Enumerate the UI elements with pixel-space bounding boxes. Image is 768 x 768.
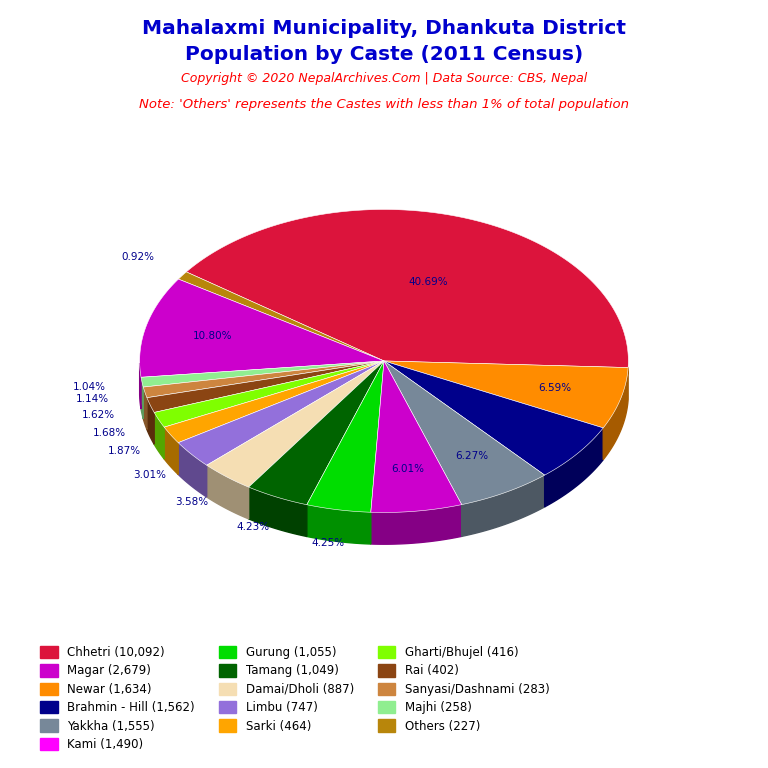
Polygon shape xyxy=(307,505,371,544)
Polygon shape xyxy=(147,398,154,444)
Polygon shape xyxy=(207,361,384,487)
Text: 1.14%: 1.14% xyxy=(76,394,109,404)
Text: 6.30%: 6.30% xyxy=(507,422,540,432)
Polygon shape xyxy=(307,361,384,512)
Polygon shape xyxy=(462,475,545,536)
Legend: Chhetri (10,092), Magar (2,679), Newar (1,634), Brahmin - Hill (1,562), Yakkha (: Chhetri (10,092), Magar (2,679), Newar (… xyxy=(37,643,553,754)
Polygon shape xyxy=(147,361,384,412)
Text: 1.62%: 1.62% xyxy=(82,410,115,420)
Polygon shape xyxy=(178,272,384,361)
Polygon shape xyxy=(384,361,545,505)
Polygon shape xyxy=(140,363,141,409)
Text: 4.23%: 4.23% xyxy=(237,522,270,532)
Polygon shape xyxy=(141,377,144,419)
Text: 40.69%: 40.69% xyxy=(409,277,448,287)
Text: Copyright © 2020 NepalArchives.Com | Data Source: CBS, Nepal: Copyright © 2020 NepalArchives.Com | Dat… xyxy=(181,72,587,85)
Polygon shape xyxy=(207,465,249,519)
Text: 0.92%: 0.92% xyxy=(121,252,154,262)
Text: 6.27%: 6.27% xyxy=(455,451,488,461)
Text: 6.01%: 6.01% xyxy=(391,464,424,474)
Polygon shape xyxy=(371,505,462,545)
Polygon shape xyxy=(178,442,207,497)
Polygon shape xyxy=(384,361,628,428)
Polygon shape xyxy=(154,361,384,427)
Text: Mahalaxmi Municipality, Dhankuta District: Mahalaxmi Municipality, Dhankuta Distric… xyxy=(142,19,626,38)
Polygon shape xyxy=(371,361,462,512)
Text: 6.59%: 6.59% xyxy=(538,383,571,393)
Polygon shape xyxy=(164,427,178,475)
Polygon shape xyxy=(178,361,384,465)
Text: Note: 'Others' represents the Castes with less than 1% of total population: Note: 'Others' represents the Castes wit… xyxy=(139,98,629,111)
Polygon shape xyxy=(249,487,307,537)
Polygon shape xyxy=(249,361,384,505)
Polygon shape xyxy=(140,279,384,377)
Polygon shape xyxy=(141,361,384,387)
Text: 3.58%: 3.58% xyxy=(176,498,209,508)
Polygon shape xyxy=(187,210,628,368)
Polygon shape xyxy=(144,361,384,398)
Text: 1.68%: 1.68% xyxy=(93,428,126,438)
Polygon shape xyxy=(144,387,147,429)
Text: 3.01%: 3.01% xyxy=(133,470,166,480)
Text: Population by Caste (2011 Census): Population by Caste (2011 Census) xyxy=(185,45,583,64)
Polygon shape xyxy=(164,361,384,442)
Text: 10.80%: 10.80% xyxy=(193,331,233,341)
Text: 1.04%: 1.04% xyxy=(72,382,105,392)
Text: 4.25%: 4.25% xyxy=(312,538,345,548)
Polygon shape xyxy=(545,428,603,507)
Polygon shape xyxy=(603,368,628,460)
Polygon shape xyxy=(384,361,603,475)
Text: 1.87%: 1.87% xyxy=(108,446,141,456)
Polygon shape xyxy=(154,412,164,459)
